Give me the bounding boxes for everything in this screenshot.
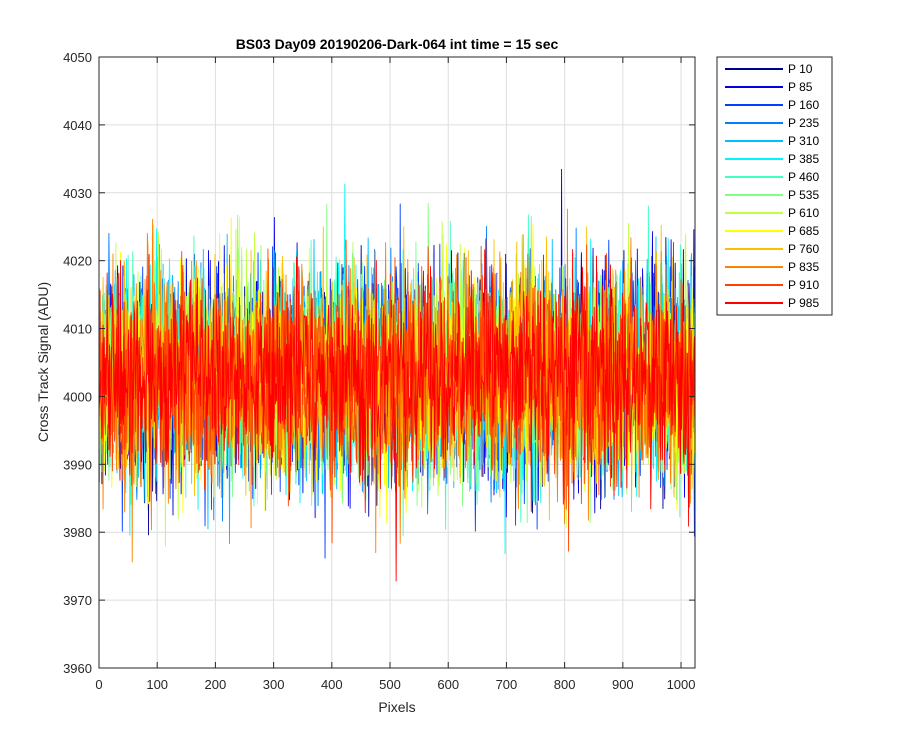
x-axis-label: Pixels — [378, 699, 415, 715]
legend-label-p-235: P 235 — [788, 116, 819, 130]
series-layer — [98, 168, 696, 582]
legend-label-p-10: P 10 — [788, 62, 813, 76]
legend-label-p-310: P 310 — [788, 134, 819, 148]
y-tick-label: 3980 — [63, 525, 92, 540]
plot-frame — [98, 56, 696, 669]
legend-label-p-985: P 985 — [788, 296, 819, 310]
x-tick-label: 500 — [379, 677, 401, 692]
ticks: 0 100 200 300 400 500 600 700 800 900 1000 3960 3970… — [63, 50, 695, 692]
y-tick-label: 4020 — [63, 254, 92, 269]
legend-label-p-910: P 910 — [788, 278, 819, 292]
y-tick-label: 4030 — [63, 186, 92, 201]
y-tick-label: 3960 — [63, 661, 92, 676]
legend-label-p-160: P 160 — [788, 98, 819, 112]
y-tick-label: 3970 — [63, 593, 92, 608]
y-tick-label: 3990 — [63, 457, 92, 472]
y-tick-label: 4050 — [63, 50, 92, 65]
x-tick-label: 100 — [146, 677, 168, 692]
legend-label-p-685: P 685 — [788, 224, 819, 238]
chart-title: BS03 Day09 20190206-Dark-064 int time = … — [236, 36, 559, 52]
legend-label-p-385: P 385 — [788, 152, 819, 166]
x-tick-label: 400 — [321, 677, 343, 692]
y-tick-label: 4040 — [63, 118, 92, 133]
legend-label-p-460: P 460 — [788, 170, 819, 184]
legend-label-p-760: P 760 — [788, 242, 819, 256]
x-tick-label: 0 — [95, 677, 102, 692]
legend-label-p-610: P 610 — [788, 206, 819, 220]
y-axis-label: Cross Track Signal (ADU) — [35, 282, 51, 442]
x-tick-label: 900 — [612, 677, 634, 692]
y-tick-label: 4000 — [63, 389, 92, 404]
legend-label-p-835: P 835 — [788, 260, 819, 274]
y-tick-label: 4010 — [63, 322, 92, 337]
x-tick-label: 700 — [496, 677, 518, 692]
x-tick-label: 300 — [263, 677, 285, 692]
x-tick-label: 1000 — [667, 677, 696, 692]
x-tick-label: 800 — [554, 677, 576, 692]
series-line-p-985 — [98, 238, 696, 582]
legend-box — [716, 56, 833, 316]
legend: P 10 P 85 P 160 P 235 P 310 P 385 P 460 P 535 P … — [716, 56, 833, 316]
legend-label-p-85: P 85 — [788, 80, 813, 94]
x-tick-label: 200 — [205, 677, 227, 692]
x-tick-label: 600 — [437, 677, 459, 692]
legend-label-p-535: P 535 — [788, 188, 819, 202]
